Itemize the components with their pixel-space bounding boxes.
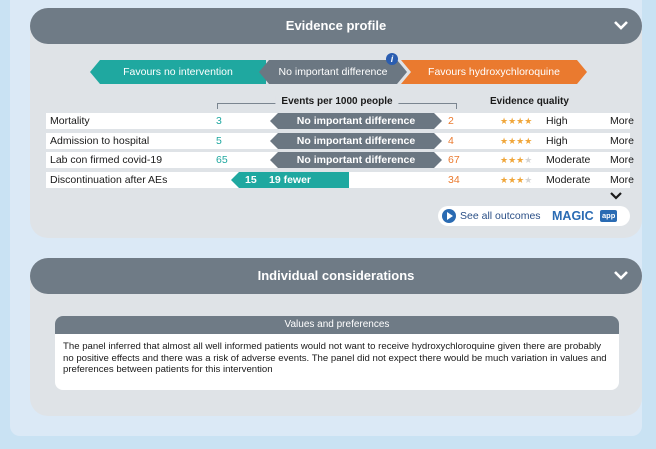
magic-app-badge: app: [600, 210, 618, 222]
outcome-name: Admission to hospital: [50, 135, 150, 147]
events-header: Events per 1000 people: [217, 96, 457, 113]
outcome-name: Mortality: [50, 115, 90, 127]
outcome-name: Discontinuation after AEs: [50, 174, 168, 186]
magic-app-logo: MAGIC: [552, 209, 594, 223]
more-label: More: [610, 174, 634, 186]
control-events: 3: [216, 115, 222, 127]
quality-stars-icon: ★★★★: [500, 155, 533, 165]
intervention-events: 67: [448, 154, 460, 166]
effect-bar-no-difference: No important difference: [270, 133, 442, 149]
quality-stars-icon: ★★★★: [500, 175, 533, 185]
legend-favours-no-intervention: Favours no intervention: [90, 60, 266, 84]
chevron-down-icon[interactable]: [614, 20, 628, 30]
intervention-events: 4: [448, 135, 454, 147]
outcome-row: Admission to hospital 5 No important diffe…: [46, 133, 634, 161]
effect-bar-no-difference: No important difference: [270, 152, 442, 168]
values-preferences-title: Values and preferences: [55, 316, 619, 334]
outcome-row: Mortality 3 No important difference 2 ★★★★ Hi…: [46, 113, 634, 141]
quality-label: High: [546, 115, 568, 127]
quality-label: High: [546, 135, 568, 147]
individual-considerations-header[interactable]: Individual considerations: [30, 258, 642, 294]
intervention-events: 2: [448, 115, 454, 127]
legend-favours-intervention: Favours hydroxychloroquine: [401, 60, 587, 84]
effect-bar-fewer: 15 19 fewer: [231, 172, 349, 188]
evidence-profile-title: Evidence profile: [285, 18, 387, 33]
page-panel: Evidence profile Favours no intervention…: [10, 0, 642, 436]
quality-stars-icon: ★★★★: [500, 136, 533, 146]
events-header-label: Events per 1000 people: [275, 96, 399, 107]
evidence-profile-card: Evidence profile Favours no intervention…: [30, 8, 642, 238]
intervention-events: 34: [448, 174, 460, 186]
legend-no-important-difference: No important difference: [259, 60, 407, 84]
outcome-row: Discontinuation after AEs 15 19 fewer 34 ★★★…: [46, 172, 634, 200]
quality-label: Moderate: [546, 154, 591, 166]
play-icon: [442, 209, 456, 223]
quality-stars-icon: ★★★★: [500, 116, 533, 126]
values-preferences-text: The panel inferred that almost all well …: [63, 341, 607, 375]
quality-header: Evidence quality: [490, 96, 569, 107]
more-label: More: [610, 135, 634, 147]
individual-considerations-card: Individual considerations Values and pre…: [30, 258, 642, 416]
control-events: 5: [216, 135, 222, 147]
more-label: More: [610, 154, 634, 166]
evidence-profile-header[interactable]: Evidence profile: [30, 8, 642, 44]
chevron-down-icon[interactable]: [614, 270, 628, 280]
more-button[interactable]: More: [610, 172, 634, 204]
effect-bar-no-difference: No important difference: [270, 113, 442, 129]
see-all-outcomes-button[interactable]: See all outcomes MAGIC app: [438, 206, 630, 226]
effect-legend: Favours no intervention No important dif…: [30, 60, 642, 84]
control-events: 65: [216, 154, 228, 166]
control-events: 15: [245, 174, 257, 186]
info-icon[interactable]: i: [386, 53, 398, 65]
effect-label: 19 fewer: [268, 174, 312, 186]
chevron-down-icon: [610, 192, 622, 200]
outcome-row: Lab con firmed covid-19 65 No important di…: [46, 152, 634, 180]
values-preferences-box: Values and preferences The panel inferre…: [55, 316, 619, 390]
see-all-outcomes-label: See all outcomes: [460, 210, 541, 222]
individual-considerations-title: Individual considerations: [257, 268, 415, 283]
more-label: More: [610, 115, 634, 127]
quality-label: Moderate: [546, 174, 591, 186]
outcome-name: Lab con firmed covid-19: [50, 154, 163, 166]
